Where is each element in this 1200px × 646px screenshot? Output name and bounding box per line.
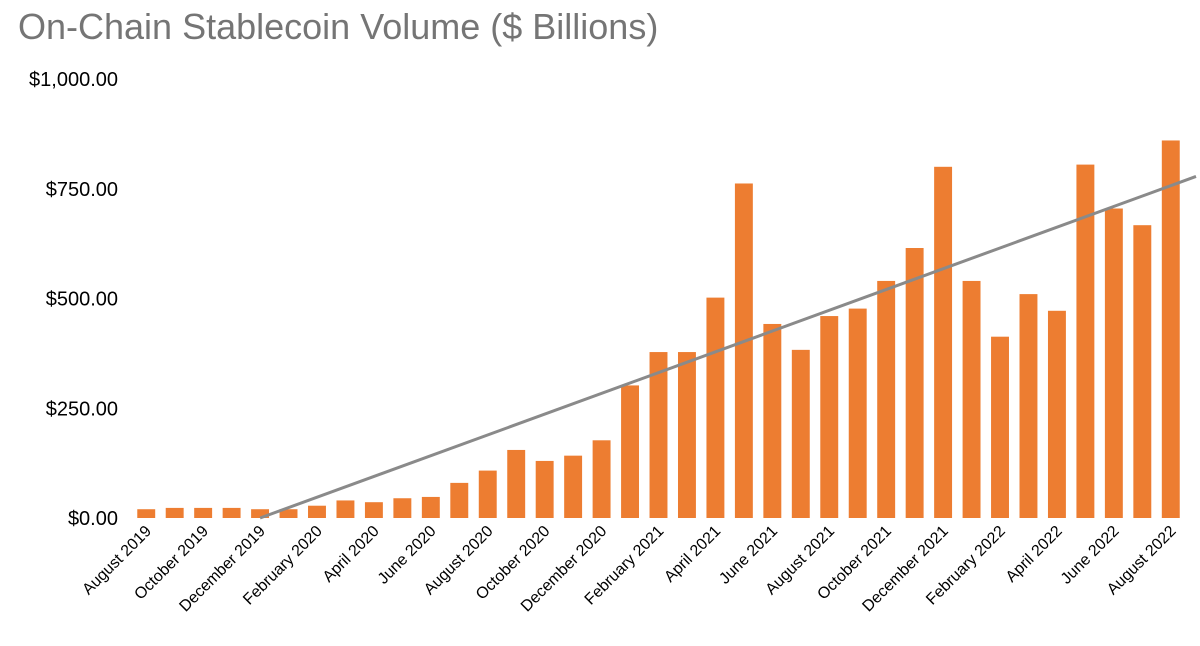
bar xyxy=(222,507,241,518)
bar xyxy=(820,316,839,518)
bar xyxy=(308,505,326,518)
bar xyxy=(905,248,924,518)
bar xyxy=(1019,294,1038,518)
bar xyxy=(877,280,896,518)
bar xyxy=(564,455,583,518)
bar xyxy=(336,500,355,518)
y-axis-tick-labels: $0.00 $250.00 $500.00 $750.00 $1,000.00 xyxy=(29,69,118,530)
bar xyxy=(421,496,440,518)
bar xyxy=(649,352,668,518)
bar xyxy=(1104,208,1123,518)
bar xyxy=(165,507,184,518)
chart-title: On-Chain Stablecoin Volume ($ Billions) xyxy=(18,6,659,47)
y-tick-label: $500.00 xyxy=(46,289,118,311)
y-tick-label: $0.00 xyxy=(68,508,118,530)
bar xyxy=(478,470,497,518)
bar xyxy=(507,449,526,518)
bar xyxy=(450,482,469,518)
bar xyxy=(592,440,611,518)
bar xyxy=(137,509,156,518)
bar xyxy=(991,336,1009,518)
bar xyxy=(1076,164,1095,518)
bar xyxy=(848,308,867,518)
bar xyxy=(535,460,554,518)
bar xyxy=(393,498,412,518)
trendline xyxy=(259,175,1197,520)
bar xyxy=(1133,225,1152,518)
bar xyxy=(1161,140,1180,518)
bar xyxy=(677,352,696,518)
bar xyxy=(1047,310,1066,518)
bar xyxy=(621,385,640,518)
bar xyxy=(763,323,782,518)
bar xyxy=(706,297,725,518)
y-tick-label: $250.00 xyxy=(46,398,118,420)
bar xyxy=(251,509,270,518)
bar xyxy=(791,349,810,518)
x-tick-label: April 2022 xyxy=(1003,523,1066,586)
trendline-layer xyxy=(259,175,1197,520)
x-tick-label: April 2021 xyxy=(661,523,724,586)
bar xyxy=(279,509,298,518)
bar xyxy=(734,183,753,519)
bars xyxy=(137,140,1180,519)
bar xyxy=(934,166,953,519)
y-tick-label: $750.00 xyxy=(46,179,118,201)
x-tick-label: April 2020 xyxy=(320,523,383,586)
y-tick-label: $1,000.00 xyxy=(29,69,118,91)
bar xyxy=(962,280,981,518)
bar xyxy=(364,502,383,518)
bar xyxy=(194,507,213,518)
